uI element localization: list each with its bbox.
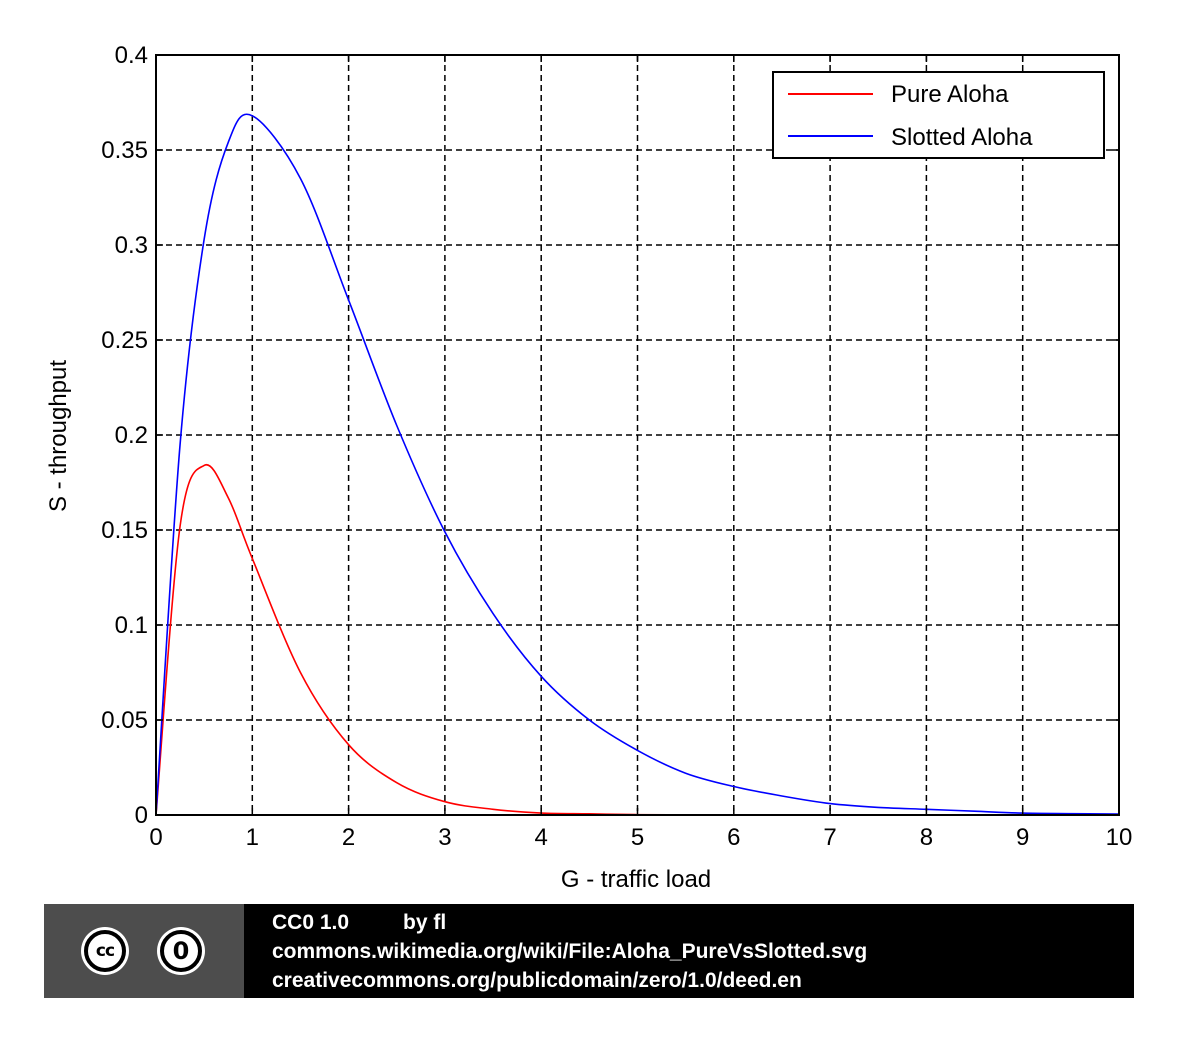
- series-line-slotted-aloha: [155, 113, 1120, 816]
- license-logo: cc 0: [44, 904, 244, 998]
- y-tick-label: 0.3: [115, 232, 148, 259]
- grid: [156, 55, 1119, 815]
- chart: 0 1 2 3 4 5 6 7 8 9 10 0 0.05 0.1 0.15 0.2 0.25 0.3 0.35 0.…: [45, 42, 1132, 893]
- license-author: by fl: [403, 911, 447, 934]
- x-tick-label: 9: [1016, 824, 1029, 851]
- x-axis-title: G - traffic load: [561, 866, 711, 893]
- y-axis-title: S - throughput: [45, 360, 72, 512]
- x-tick-label: 6: [727, 824, 740, 851]
- y-tick-label: 0.25: [101, 327, 148, 354]
- y-tick-label: 0.35: [101, 137, 148, 164]
- license-name: CC0 1.0: [272, 911, 350, 934]
- x-tick-label: 10: [1106, 824, 1133, 851]
- legend-label-pure-aloha: Pure Aloha: [891, 81, 1009, 108]
- legend-box: [772, 71, 1105, 159]
- y-tick-label: 0.1: [115, 612, 148, 639]
- y-tick-label: 0: [135, 802, 148, 829]
- license-bar: cc 0 CC0 1.0 by fl commons.wikimedia.org/…: [44, 904, 1134, 998]
- x-tick-label: 7: [823, 824, 836, 851]
- license-text: CC0 1.0 by fl commons.wikimedia.org/wiki/…: [272, 908, 867, 995]
- license-source-url[interactable]: commons.wikimedia.org/wiki/File:Aloha_Pu…: [272, 940, 868, 963]
- x-tick-label: 0: [149, 824, 162, 851]
- zero-logo-icon: 0: [160, 930, 202, 972]
- x-tick-label: 5: [631, 824, 644, 851]
- cc-logo-icon: cc: [84, 930, 126, 972]
- x-tick-label: 2: [342, 824, 355, 851]
- x-tick-label: 4: [535, 824, 548, 851]
- ticks: 0 1 2 3 4 5 6 7 8 9 10 0 0.05 0.1 0.15 0.2 0.25 0.3 0.35 0.…: [101, 42, 1132, 851]
- x-tick-label: 8: [920, 824, 933, 851]
- x-tick-label: 3: [438, 824, 451, 851]
- legend: Pure Aloha Slotted Aloha: [772, 71, 1105, 159]
- x-tick-label: 1: [246, 824, 259, 851]
- y-tick-label: 0.2: [115, 422, 148, 449]
- y-tick-label: 0.05: [101, 707, 148, 734]
- license-deed-url[interactable]: creativecommons.org/publicdomain/zero/1.…: [272, 969, 802, 992]
- license-line-1: CC0 1.0 by fl: [272, 908, 867, 937]
- y-tick-label: 0.15: [101, 517, 148, 544]
- legend-label-slotted-aloha: Slotted Aloha: [891, 124, 1033, 151]
- y-tick-label: 0.4: [115, 42, 148, 69]
